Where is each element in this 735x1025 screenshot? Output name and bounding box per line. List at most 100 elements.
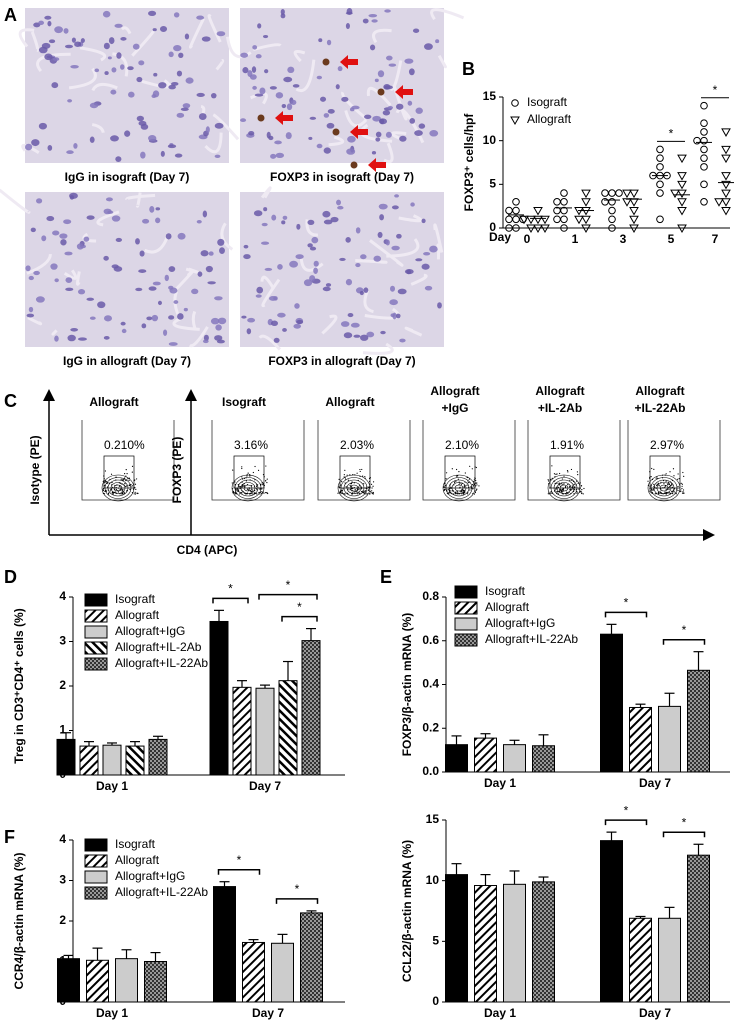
nucleus — [350, 322, 360, 328]
axis-title: CCL22/β-actin mRNA (%) — [400, 840, 414, 982]
tissue-fiber — [344, 110, 368, 128]
nucleus — [261, 222, 268, 227]
event — [356, 490, 358, 493]
flow-title: Allograft — [430, 384, 479, 398]
gate — [103, 455, 135, 489]
bar — [57, 958, 80, 1003]
nucleus — [107, 56, 112, 60]
event — [466, 493, 469, 495]
red-arrow — [275, 111, 293, 125]
flow-title: +IgG — [441, 401, 468, 415]
nucleus — [359, 290, 364, 296]
nucleus — [103, 255, 109, 261]
nucleus — [256, 286, 264, 294]
bar — [301, 640, 321, 776]
bar — [232, 686, 252, 776]
nucleus — [67, 334, 76, 342]
nucleus — [44, 15, 52, 20]
nucleus — [378, 118, 388, 125]
gate — [649, 455, 681, 489]
nucleus — [214, 154, 221, 158]
tissue-fiber — [390, 131, 407, 140]
nucleus — [50, 263, 58, 270]
data-point — [656, 163, 664, 171]
event — [454, 493, 457, 495]
data-point — [608, 189, 616, 197]
nucleus — [242, 67, 249, 74]
tissue-fiber — [63, 269, 78, 280]
event — [443, 486, 445, 489]
significance-label: * — [713, 83, 718, 97]
event — [569, 489, 571, 491]
nucleus — [214, 296, 223, 301]
nucleus — [307, 219, 315, 226]
event — [676, 478, 679, 480]
legend-swatch — [84, 609, 108, 623]
y-tick-label: 5 — [432, 934, 439, 948]
nucleus — [48, 39, 56, 44]
data-point — [700, 119, 708, 127]
legend-label: Allograft+IgG — [115, 624, 185, 638]
data-point — [677, 189, 687, 199]
x-tick-label: 0 — [524, 232, 531, 246]
event — [457, 478, 459, 480]
nucleus — [135, 238, 140, 245]
nucleus — [38, 122, 47, 130]
event — [462, 493, 465, 495]
significance-label: * — [295, 882, 300, 896]
significance-bracket — [212, 597, 249, 604]
nucleus — [287, 66, 295, 74]
tissue-fiber — [26, 253, 52, 275]
axis-title: Treg in CD3⁺CD4⁺ cells (%) — [12, 608, 26, 763]
nucleus — [280, 9, 285, 15]
tissue-fiber — [220, 222, 234, 251]
event — [354, 488, 356, 491]
tissue-fiber — [36, 52, 71, 73]
nucleus — [64, 251, 73, 256]
foxp3-cell — [332, 128, 340, 136]
event — [655, 477, 657, 479]
nucleus — [327, 109, 335, 114]
significance-bracket — [662, 638, 706, 645]
event — [372, 485, 374, 487]
event — [257, 469, 260, 471]
nucleus — [111, 67, 117, 73]
significance-bracket — [604, 611, 648, 618]
nucleus — [83, 236, 90, 242]
nucleus — [198, 113, 207, 120]
nucleus — [200, 250, 209, 257]
nucleus — [281, 220, 286, 225]
nucleus — [418, 123, 426, 129]
legend-label: Allograft+IL-22Ab — [115, 656, 208, 670]
event — [364, 476, 366, 478]
nucleus — [262, 34, 269, 39]
event — [563, 483, 565, 485]
event — [241, 476, 243, 478]
event — [580, 485, 583, 487]
event — [134, 479, 136, 481]
nucleus — [70, 64, 79, 69]
event — [566, 470, 569, 472]
nucleus — [54, 278, 59, 283]
nucleus — [207, 281, 216, 285]
nucleus — [264, 267, 273, 271]
nucleus — [372, 115, 381, 122]
nucleus — [289, 260, 298, 268]
event — [556, 491, 558, 493]
event — [682, 491, 684, 493]
tissue-fiber — [112, 52, 129, 77]
data-point — [700, 145, 708, 154]
event — [476, 484, 478, 486]
data-point — [540, 215, 550, 225]
nucleus — [86, 215, 95, 220]
nucleus — [214, 122, 224, 129]
event — [461, 493, 463, 495]
data-point — [560, 189, 568, 197]
y-tick-label: 0.8 — [422, 589, 439, 603]
nucleus — [362, 18, 369, 24]
data-point — [615, 189, 623, 197]
event — [106, 482, 108, 485]
event — [443, 488, 446, 491]
nucleus — [435, 39, 440, 44]
event — [670, 483, 673, 485]
